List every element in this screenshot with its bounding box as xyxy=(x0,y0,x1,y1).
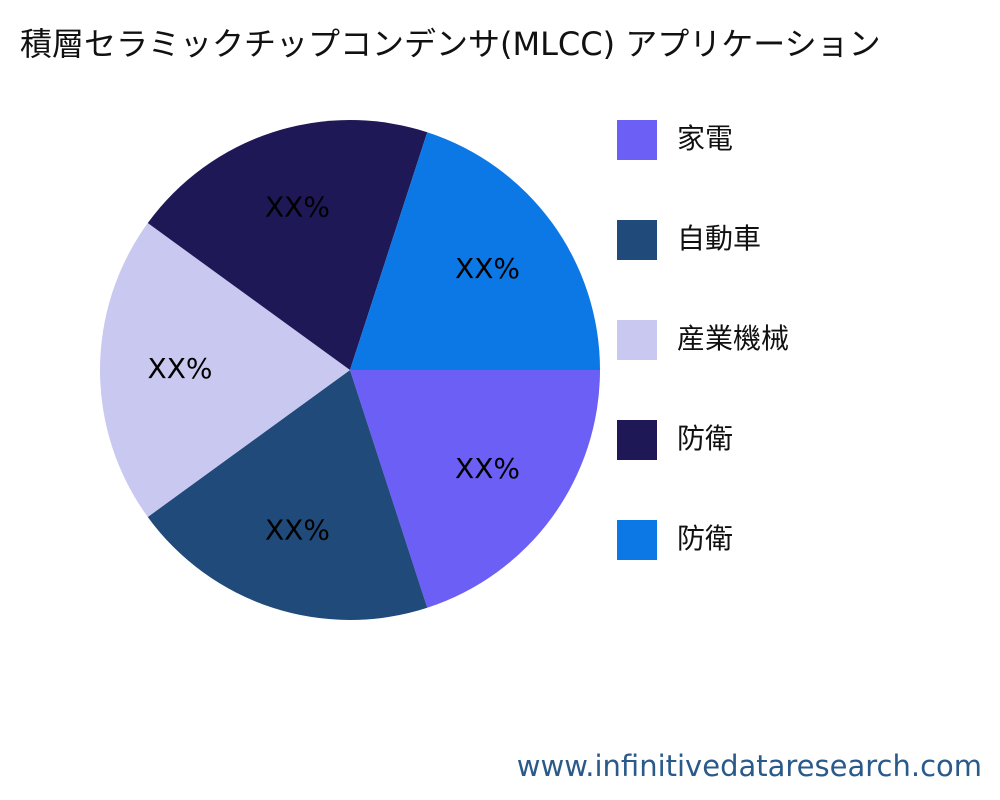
data-label: XX% xyxy=(265,190,330,223)
data-label: XX% xyxy=(455,452,520,485)
legend-swatch xyxy=(617,220,657,260)
legend-swatch xyxy=(617,320,657,360)
legend-label: 産業機械 xyxy=(677,322,789,355)
legend-label: 防衛 xyxy=(677,522,733,555)
legend-swatch xyxy=(617,420,657,460)
pie-slice xyxy=(350,132,600,370)
legend-swatch xyxy=(617,120,657,160)
legend-label: 家電 xyxy=(677,122,733,155)
watermark: www.infinitivedataresearch.com xyxy=(517,749,982,783)
legend-swatch xyxy=(617,520,657,560)
data-label: XX% xyxy=(265,514,330,547)
pie-slice xyxy=(147,120,428,370)
pie-slice xyxy=(147,370,428,620)
data-label: XX% xyxy=(455,252,520,285)
pie-slice xyxy=(350,370,600,608)
data-label: XX% xyxy=(148,352,213,385)
legend-label: 自動車 xyxy=(677,222,761,255)
chart-title: 積層セラミックチップコンデンサ(MLCC) アプリケーション xyxy=(20,25,881,63)
legend-label: 防衛 xyxy=(677,422,733,455)
pie-slice xyxy=(100,223,350,517)
